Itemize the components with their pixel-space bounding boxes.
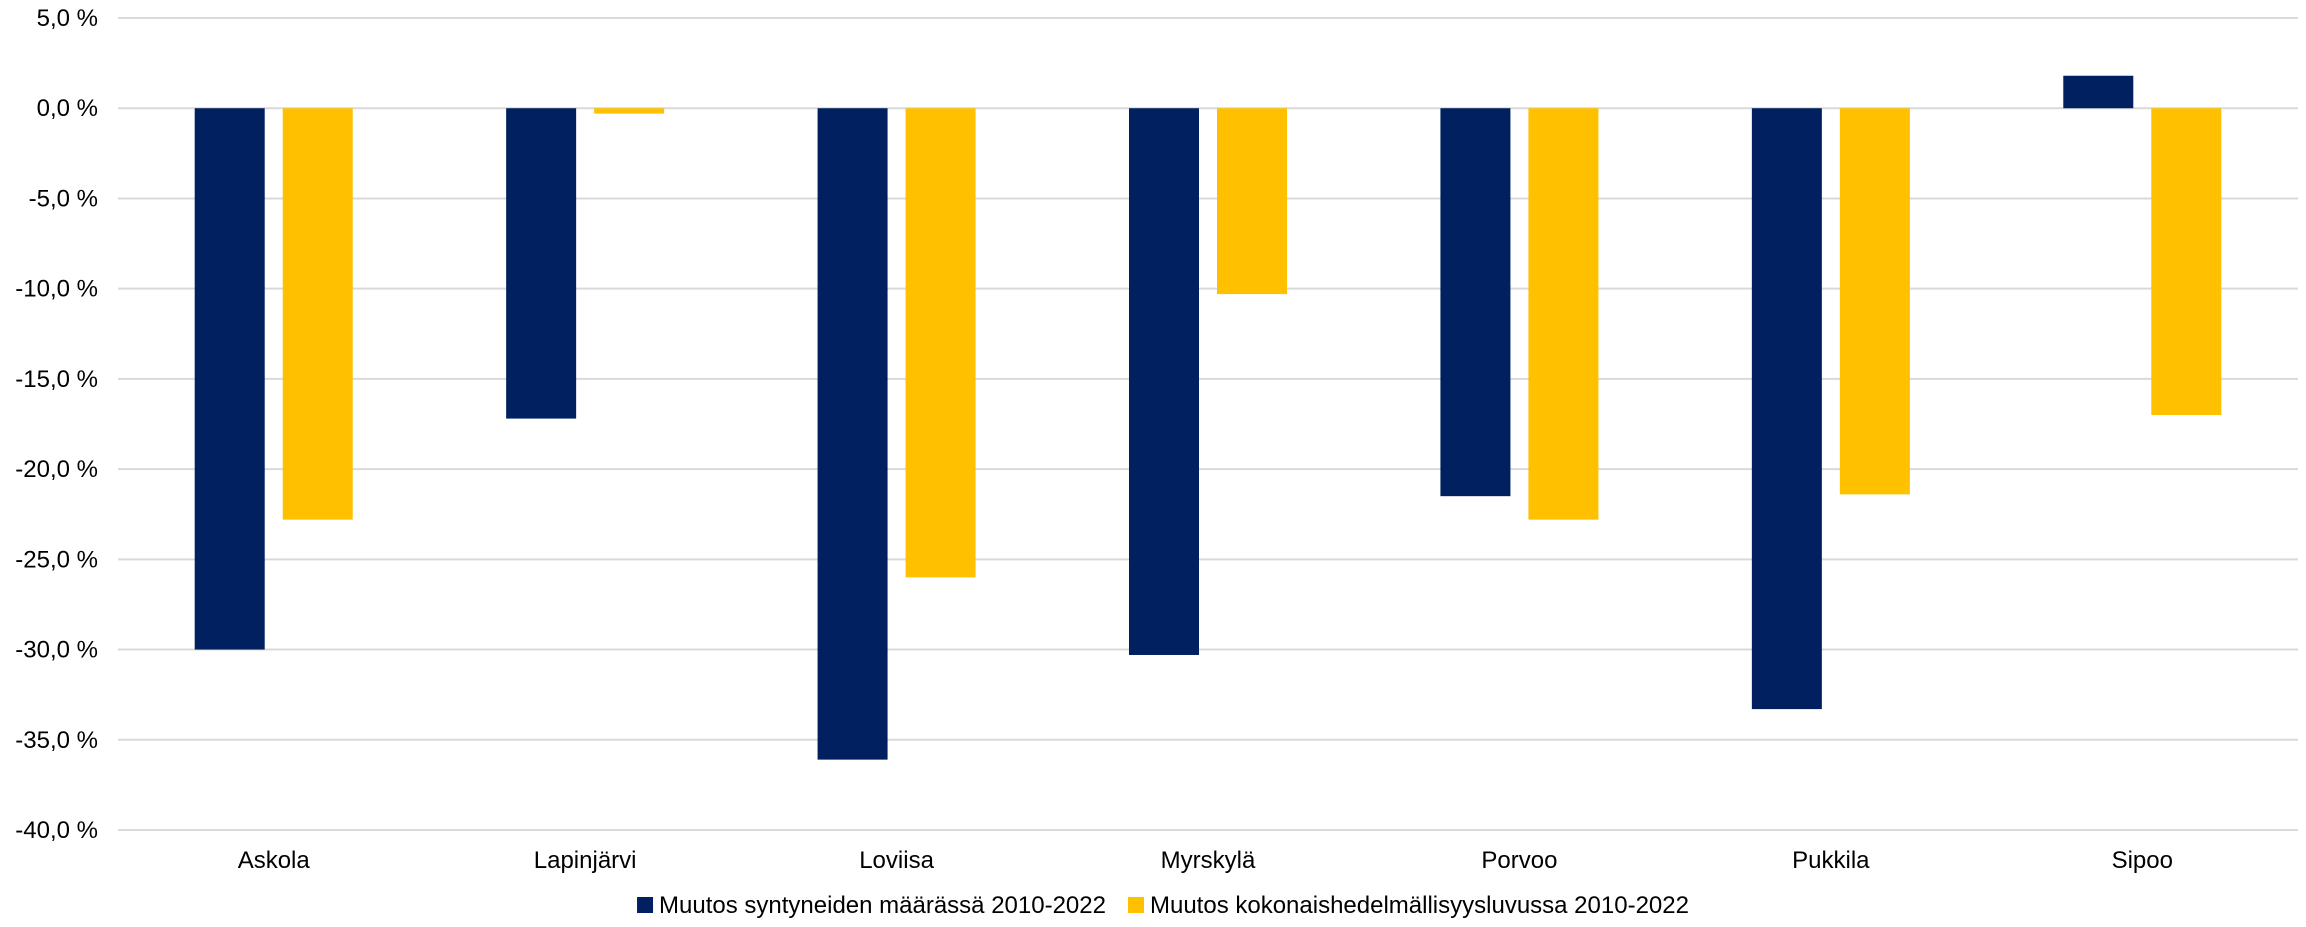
legend-label-fertility: Muutos kokonaishedelmällisyysluvussa 201… [1150, 892, 1689, 919]
x-category-label: Loviisa [859, 847, 934, 874]
x-category-label: Porvoo [1481, 847, 1557, 874]
y-tick-label: -40,0 % [15, 817, 98, 844]
bar-births-0 [194, 108, 265, 650]
bar-fertility-4 [1528, 108, 1599, 520]
y-tick-label: 0,0 % [37, 95, 98, 122]
y-axis-tick-labels: 5,0 % 0,0 % -5,0 % -10,0 % -15,0 % -20,0 % -25… [15, 5, 98, 844]
bar-fertility-5 [1839, 108, 1910, 495]
x-category-label: Askola [238, 847, 311, 874]
x-category-label: Myrskylä [1161, 847, 1256, 874]
legend: Muutos syntyneiden määrässä 2010-2022 Muu… [637, 892, 1689, 919]
legend-label-births: Muutos syntyneiden määrässä 2010-2022 [659, 892, 1106, 919]
gridlines [118, 17, 2298, 831]
x-axis-category-labels: Askola Lapinjärvi Loviisa Myrskylä Porvoo Puk… [238, 847, 2173, 874]
y-tick-label: -30,0 % [15, 637, 98, 664]
y-tick-label: -5,0 % [29, 185, 98, 212]
y-tick-label: -15,0 % [15, 366, 98, 393]
bar-births-5 [1751, 108, 1822, 710]
y-tick-label: -35,0 % [15, 727, 98, 754]
bar-births-4 [1440, 108, 1511, 497]
y-tick-label: -20,0 % [15, 456, 98, 483]
y-tick-label: -25,0 % [15, 546, 98, 573]
x-category-label: Sipoo [2112, 847, 2173, 874]
bar-births-6 [2063, 75, 2134, 109]
legend-swatch-fertility [1127, 897, 1144, 913]
bar-births-1 [506, 108, 577, 419]
bar-fertility-3 [1217, 108, 1287, 295]
legend-swatch-births [637, 897, 654, 913]
bar-births-2 [817, 108, 888, 760]
y-tick-label: 5,0 % [37, 5, 98, 32]
y-tick-label: -10,0 % [15, 276, 98, 303]
bar-fertility-2 [905, 108, 976, 578]
bar-fertility-0 [282, 108, 353, 520]
bar-fertility-6 [2151, 108, 2222, 415]
bar-births-3 [1129, 108, 1199, 655]
bars [194, 75, 2222, 760]
x-category-label: Pukkila [1792, 847, 1870, 874]
bar-fertility-1 [594, 108, 665, 114]
x-category-label: Lapinjärvi [534, 847, 637, 874]
